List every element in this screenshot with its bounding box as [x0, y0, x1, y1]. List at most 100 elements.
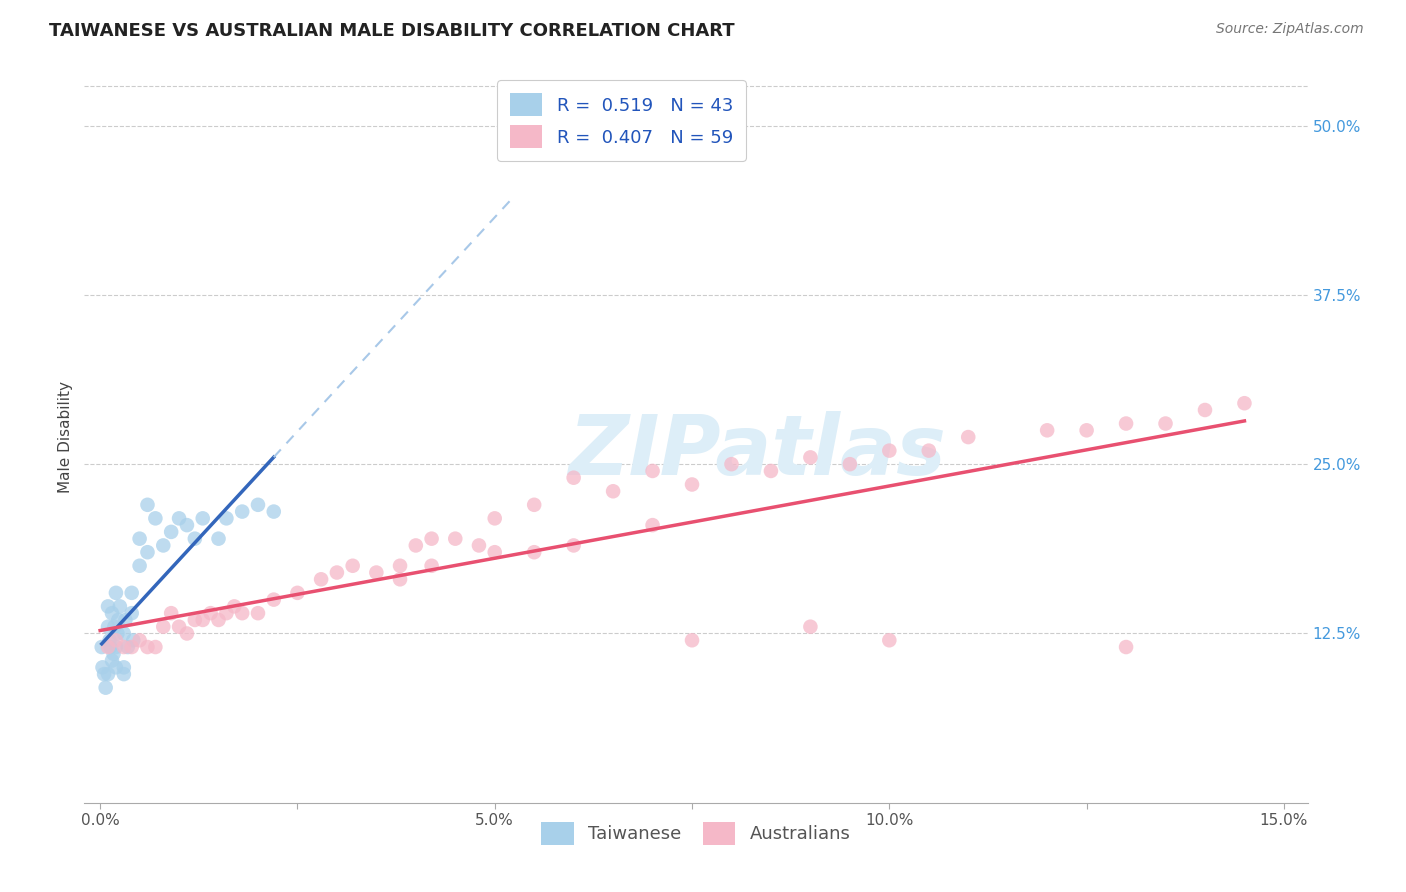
Point: [101, 606, 124, 620]
Point: [405, 538, 427, 552]
Point: [112, 640, 135, 654]
Point: [104, 640, 127, 654]
Point: [103, 647, 125, 661]
Point: [108, 599, 131, 614]
Point: [641, 518, 664, 533]
Point: [117, 640, 139, 654]
Point: [90, 640, 112, 654]
Point: [523, 545, 546, 559]
Point: [104, 633, 127, 648]
Point: [389, 558, 412, 573]
Point: [101, 654, 124, 668]
Point: [152, 538, 174, 552]
Point: [160, 606, 183, 620]
Point: [104, 586, 127, 600]
Point: [224, 599, 246, 614]
Point: [326, 566, 349, 580]
Point: [128, 532, 150, 546]
Point: [681, 477, 703, 491]
Point: [720, 457, 742, 471]
Point: [97, 667, 120, 681]
Point: [112, 660, 135, 674]
Point: [121, 606, 143, 620]
Point: [152, 620, 174, 634]
Point: [918, 443, 941, 458]
Y-axis label: Male Disability: Male Disability: [58, 381, 73, 493]
Point: [231, 606, 253, 620]
Text: ZIPatlas: ZIPatlas: [568, 411, 946, 492]
Point: [97, 620, 120, 634]
Point: [1194, 403, 1216, 417]
Point: [136, 545, 159, 559]
Point: [879, 633, 901, 648]
Point: [759, 464, 782, 478]
Point: [94, 681, 117, 695]
Point: [191, 613, 214, 627]
Point: [160, 524, 183, 539]
Point: [215, 606, 238, 620]
Point: [1076, 423, 1098, 437]
Point: [176, 518, 198, 533]
Point: [468, 538, 491, 552]
Point: [107, 613, 129, 627]
Point: [342, 558, 364, 573]
Point: [121, 640, 143, 654]
Point: [121, 586, 143, 600]
Text: TAIWANESE VS AUSTRALIAN MALE DISABILITY CORRELATION CHART: TAIWANESE VS AUSTRALIAN MALE DISABILITY …: [49, 22, 735, 40]
Point: [263, 592, 285, 607]
Point: [207, 532, 229, 546]
Point: [145, 511, 167, 525]
Point: [1115, 640, 1137, 654]
Point: [231, 505, 253, 519]
Point: [91, 660, 114, 674]
Point: [420, 558, 443, 573]
Point: [523, 498, 546, 512]
Point: [145, 640, 167, 654]
Point: [100, 640, 122, 654]
Point: [562, 538, 585, 552]
Point: [112, 667, 135, 681]
Point: [484, 545, 506, 559]
Point: [1115, 417, 1137, 431]
Point: [98, 633, 121, 648]
Point: [799, 620, 821, 634]
Point: [93, 667, 115, 681]
Point: [444, 532, 467, 546]
Point: [484, 511, 506, 525]
Point: [167, 511, 190, 525]
Point: [1036, 423, 1059, 437]
Point: [136, 640, 159, 654]
Point: [366, 566, 388, 580]
Point: [200, 606, 222, 620]
Point: [184, 532, 207, 546]
Point: [420, 532, 443, 546]
Point: [114, 613, 136, 627]
Point: [191, 511, 214, 525]
Point: [97, 599, 120, 614]
Point: [136, 498, 159, 512]
Point: [246, 606, 269, 620]
Legend: Taiwanese, Australians: Taiwanese, Australians: [534, 814, 858, 852]
Point: [1233, 396, 1256, 410]
Point: [215, 511, 238, 525]
Point: [879, 443, 901, 458]
Point: [246, 498, 269, 512]
Text: Source: ZipAtlas.com: Source: ZipAtlas.com: [1216, 22, 1364, 37]
Point: [602, 484, 624, 499]
Point: [97, 640, 120, 654]
Point: [287, 586, 309, 600]
Point: [176, 626, 198, 640]
Point: [957, 430, 980, 444]
Point: [838, 457, 860, 471]
Point: [799, 450, 821, 465]
Point: [122, 633, 145, 648]
Point: [263, 505, 285, 519]
Point: [104, 660, 127, 674]
Point: [681, 633, 703, 648]
Point: [389, 572, 412, 586]
Point: [103, 620, 125, 634]
Point: [167, 620, 190, 634]
Point: [641, 464, 664, 478]
Point: [107, 626, 129, 640]
Point: [1154, 417, 1177, 431]
